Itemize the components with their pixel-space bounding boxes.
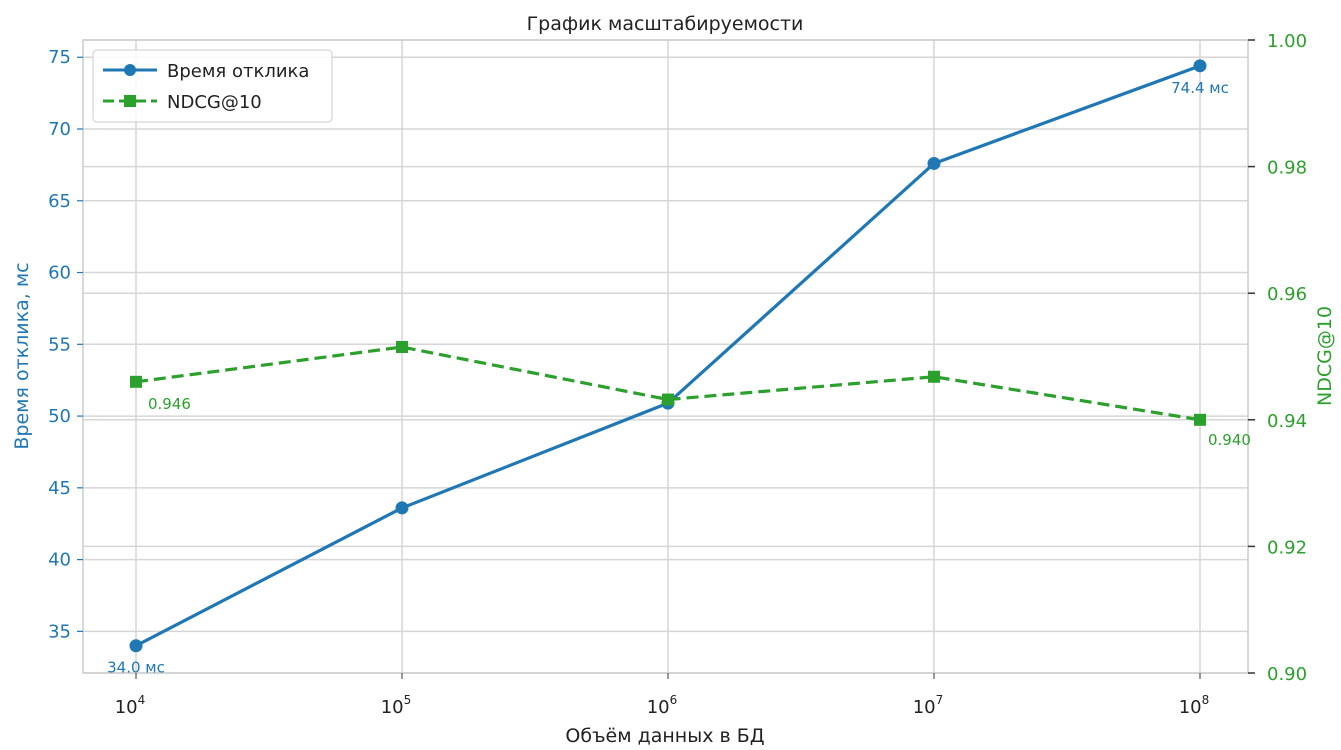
series-layer (129, 59, 1207, 653)
y-left-tick-label: 75 (48, 47, 71, 68)
y-left-tick-label: 60 (48, 263, 71, 284)
data-label: 0.946 (148, 395, 191, 413)
y-right-tick-label: 0.94 (1267, 411, 1307, 432)
axes: 104 105 106 107 108 35 40 45 50 55 60 65 70 75 0.90 0.9… (48, 31, 1307, 718)
data-label: 74.4 мс (1171, 79, 1229, 97)
x-tick-label: 107 (913, 693, 944, 718)
legend-label-ndcg: NDCG@10 (167, 92, 262, 113)
plot-frame (82, 39, 1249, 674)
series-1-point (396, 341, 408, 354)
x-tick-label: 104 (115, 693, 146, 718)
y-left-axis-label: Время отклика, мс (11, 262, 33, 449)
y-left-tick-label: 45 (48, 478, 71, 499)
y-right-tick-label: 0.92 (1267, 537, 1307, 558)
y-right-axis-label: NDCG@10 (1314, 306, 1336, 406)
legend: Время отклика NDCG@10 (92, 49, 333, 123)
legend-box (92, 49, 333, 123)
legend-label-response-time: Время отклика (167, 61, 309, 82)
legend-entry-response-time: Время отклика (103, 61, 309, 82)
series-1-point (1194, 413, 1206, 426)
series-0-point (129, 639, 143, 653)
series-0-point (395, 501, 409, 515)
y-left-tick-label: 70 (48, 119, 71, 140)
series-1-point (662, 393, 674, 406)
legend-entry-ndcg: NDCG@10 (103, 92, 262, 113)
y-right-tick-label: 0.96 (1267, 284, 1307, 305)
legend-circle-marker-icon (124, 64, 136, 76)
y-left-tick-label: 65 (48, 191, 71, 212)
y-left-tick-label: 50 (48, 406, 71, 427)
x-tick-label: 106 (647, 693, 678, 718)
y-left-tick-label: 55 (48, 334, 71, 355)
chart-title: График масштабируемости (527, 13, 804, 35)
series-0-point (1193, 59, 1207, 73)
data-label: 34.0 мс (107, 659, 165, 677)
annotations: 34.0 мс 74.4 мс 0.946 0.940 (107, 79, 1251, 677)
y-right-tick-label: 1.00 (1267, 31, 1307, 52)
y-left-tick-label: 35 (48, 621, 71, 642)
data-label: 0.940 (1208, 431, 1251, 449)
x-tick-label: 105 (381, 693, 412, 718)
y-right-tick-label: 0.98 (1267, 158, 1307, 179)
legend-square-marker-icon (124, 95, 136, 107)
y-left-tick-label: 40 (48, 550, 71, 571)
series-1-point (928, 370, 940, 383)
x-tick-label: 108 (1179, 693, 1210, 718)
series-0-point (927, 156, 941, 170)
y-right-tick-label: 0.90 (1267, 664, 1307, 685)
series-1-point (130, 375, 142, 388)
x-axis-label: Объём данных в БД (565, 725, 764, 747)
